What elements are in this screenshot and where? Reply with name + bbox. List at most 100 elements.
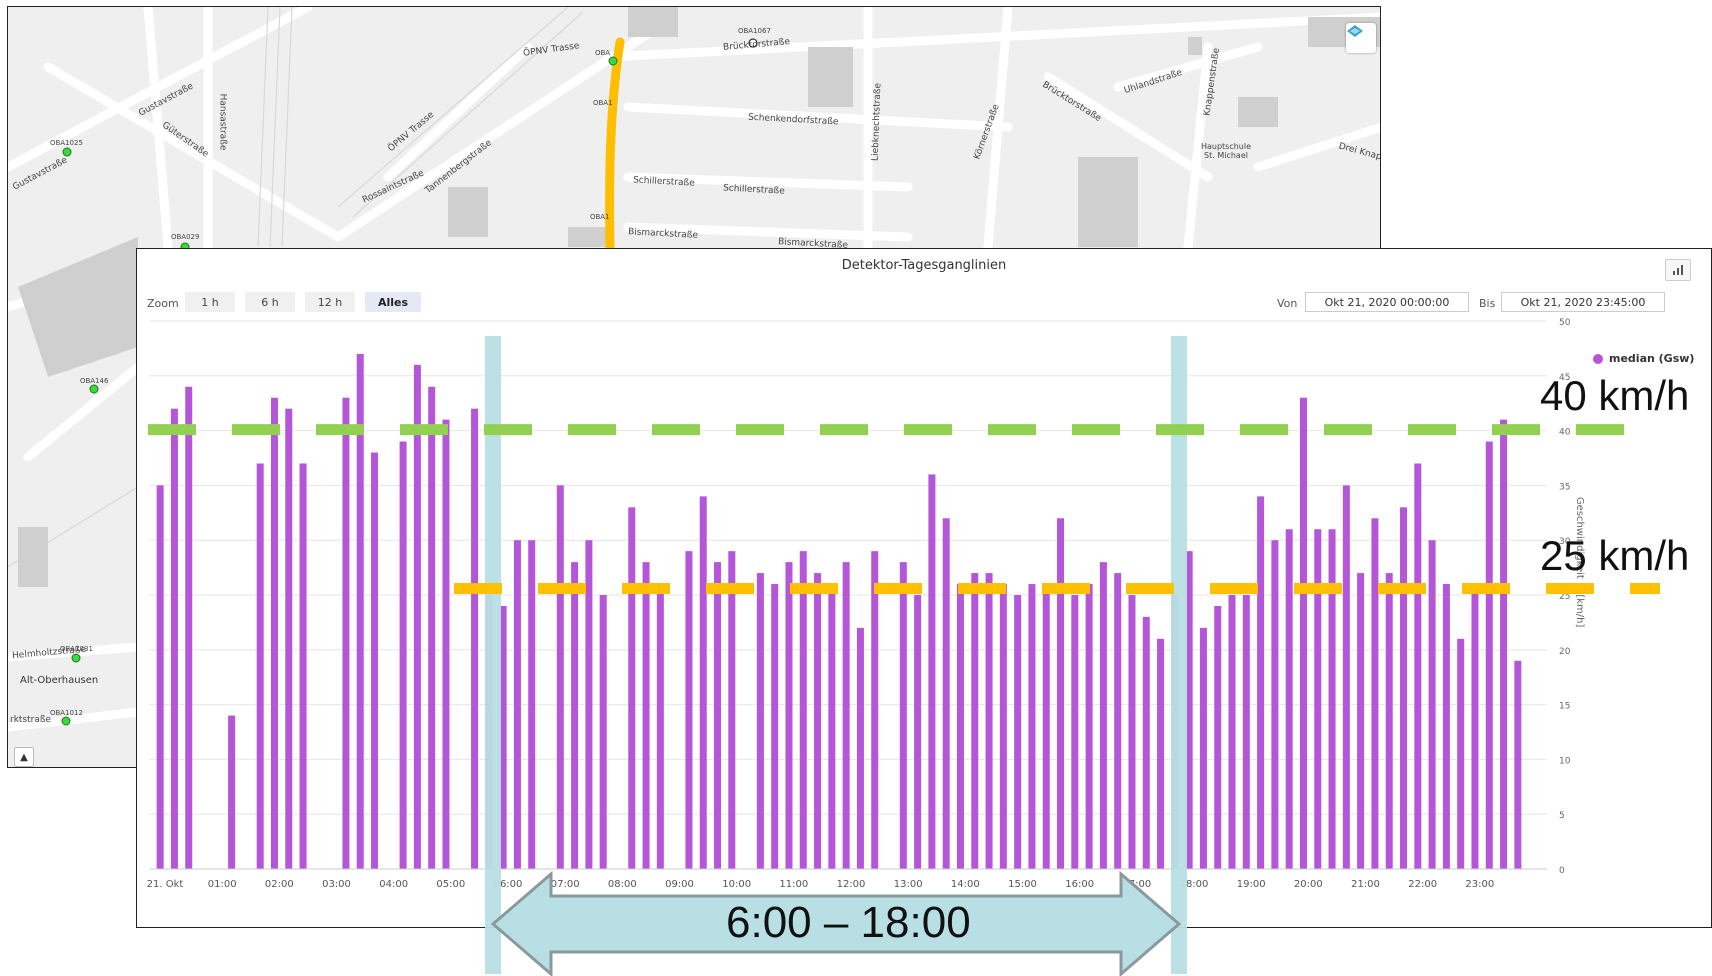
speed-bar [1171, 595, 1179, 869]
layers-icon [1347, 25, 1363, 37]
x-tick-label: 04:00 [379, 879, 408, 890]
speed-bar [1057, 518, 1065, 869]
speed-bar [1428, 540, 1436, 869]
speed-bar [1442, 584, 1450, 869]
speed-bar [571, 562, 579, 869]
x-tick-label: 11:00 [779, 879, 808, 890]
y-tick-label: 0 [1559, 866, 1565, 876]
speed-bar [1514, 660, 1522, 869]
chart-title: Detektor-Tagesganglinien [841, 258, 1007, 273]
speed-bar [556, 485, 564, 869]
speed-bar [871, 551, 879, 869]
y-tick-label: 5 [1559, 811, 1565, 821]
speed-bar [1500, 419, 1508, 869]
zoom-12h-button[interactable]: 12 h [305, 292, 355, 312]
speed-bar [1099, 562, 1107, 869]
speed-bar [428, 386, 436, 869]
speed-bar [1085, 584, 1093, 869]
speed-bar [285, 408, 293, 869]
x-tick-label: 16:00 [1065, 879, 1094, 890]
x-tick-label: 23:00 [1465, 879, 1494, 890]
detector-label: OBA146 [80, 377, 109, 385]
speed-bar [785, 562, 793, 869]
speed-bar [828, 584, 836, 869]
detector-label: OBA029 [171, 233, 200, 241]
from-date-input[interactable]: Okt 21, 2020 00:00:00 [1305, 292, 1469, 312]
x-tick-label: 05:00 [436, 879, 465, 890]
x-tick-label: 01:00 [208, 879, 237, 890]
detector-label: OBA1031 [60, 645, 93, 653]
speed-bar [1228, 595, 1236, 869]
detector-label: OBA [595, 49, 611, 57]
detector-label: OBA1025 [50, 139, 83, 147]
speed-bar [1014, 595, 1022, 869]
scroll-up-button[interactable]: ▲ [14, 747, 34, 767]
speed-bar [1471, 584, 1479, 869]
speed-bar [856, 627, 864, 869]
speed-bar [1028, 584, 1036, 869]
poi-label: Hauptschule St. Michael [1200, 142, 1252, 160]
speed-bar [1357, 573, 1365, 869]
x-tick-label: 10:00 [722, 879, 751, 890]
speed-bar [985, 573, 993, 869]
speed-bar [1071, 595, 1079, 869]
speed-bar [185, 386, 193, 869]
zoom-1h-button[interactable]: 1 h [185, 292, 235, 312]
speed-bar [1042, 584, 1050, 869]
speed-bar [814, 573, 822, 869]
detector-label: OBA1012 [50, 709, 83, 717]
to-date-input[interactable]: Okt 21, 2020 23:45:00 [1501, 292, 1665, 312]
speed-bar [356, 353, 364, 869]
zoom-all-button[interactable]: Alles [365, 292, 421, 312]
speed-bar [971, 573, 979, 869]
speed-bar-chart: 0 5 10 15 20 25 30 35 40 45 50 Geschwindigkeit in [… [147, 318, 1585, 890]
chart-menu-button[interactable] [1665, 259, 1691, 281]
speed-bar [499, 605, 507, 869]
speed-bar [956, 584, 964, 869]
speed-bar [714, 562, 722, 869]
speed-bar [628, 507, 636, 869]
layer-switch-button[interactable] [1346, 23, 1376, 53]
street-label: Hansastraße [217, 93, 228, 151]
speed-bar [270, 397, 278, 869]
detector-chart-panel: Detektor-Tagesganglinien Zoom 1 h 6 h 12… [136, 248, 1712, 928]
x-tick-label: 22:00 [1408, 879, 1437, 890]
x-tick-label: 15:00 [1008, 879, 1037, 890]
zoom-6h-button[interactable]: 6 h [245, 292, 295, 312]
x-tick-label: 03:00 [322, 879, 351, 890]
speed-bar [371, 452, 379, 869]
y-tick-label: 35 [1559, 482, 1570, 492]
speed-bar [528, 540, 536, 869]
y-tick-label: 25 [1559, 592, 1570, 602]
speed-bar [771, 584, 779, 869]
threshold-25-label: 25 km/h [1540, 532, 1690, 579]
y-tick-label: 40 [1559, 428, 1571, 438]
x-tick-label: 21:00 [1351, 879, 1380, 890]
x-tick-label: 14:00 [951, 879, 980, 890]
legend-item[interactable]: median (Gsw) [1593, 352, 1694, 365]
legend-label: median (Gsw) [1609, 352, 1695, 365]
x-tick-label: 08:00 [608, 879, 637, 890]
speed-bar [1157, 638, 1165, 869]
y-tick-label: 50 [1559, 318, 1571, 328]
speed-bar [599, 595, 607, 869]
speed-bar [485, 595, 493, 869]
speed-bar [471, 408, 479, 869]
y-tick-label: 10 [1559, 756, 1571, 766]
speed-bar [685, 551, 693, 869]
y-tick-label: 20 [1559, 647, 1571, 657]
speed-bar [1385, 573, 1393, 869]
speed-bar [1257, 496, 1265, 869]
x-tick-label: 13:00 [894, 879, 923, 890]
speed-bar [842, 562, 850, 869]
speed-bar [1142, 616, 1150, 869]
x-tick-label: 09:00 [665, 879, 694, 890]
to-label: Bis [1479, 297, 1496, 310]
speed-bar [299, 463, 307, 869]
speed-bar [1400, 507, 1408, 869]
speed-bar [1199, 627, 1207, 869]
speed-bar [899, 562, 907, 869]
x-tick-label: 12:00 [837, 879, 866, 890]
street-label: rktstraße [10, 715, 52, 725]
speed-bar [1485, 441, 1493, 869]
